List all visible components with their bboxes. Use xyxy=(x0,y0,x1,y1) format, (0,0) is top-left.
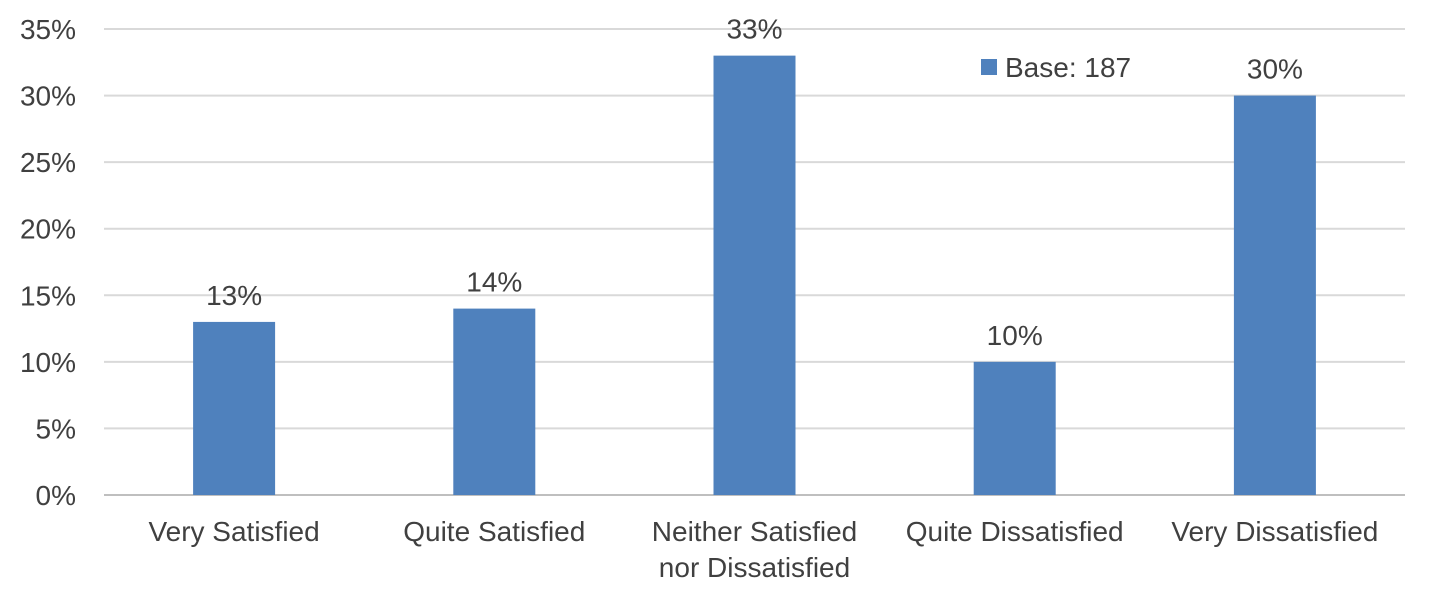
y-tick-label: 10% xyxy=(20,347,76,378)
x-tick-label: Quite Dissatisfied xyxy=(906,516,1124,547)
data-label: 14% xyxy=(466,267,522,298)
y-tick-label: 15% xyxy=(20,280,76,311)
data-label: 30% xyxy=(1247,54,1303,85)
x-tick-label: Very Dissatisfied xyxy=(1171,516,1378,547)
data-label: 13% xyxy=(206,280,262,311)
data-label: 33% xyxy=(726,14,782,45)
y-tick-label: 0% xyxy=(36,480,76,511)
x-axis-labels: Very Satisfied Quite Satisfied Neither Sat… xyxy=(148,516,1378,583)
bar xyxy=(973,361,1056,495)
y-tick-label: 25% xyxy=(20,147,76,178)
bar xyxy=(193,321,276,495)
x-tick-label: Neither Satisfied nor Dissatisfied xyxy=(652,516,857,583)
bar xyxy=(713,55,796,495)
bars xyxy=(193,55,1316,496)
y-axis-ticks: 0% 5% 10% 15% 20% 25% 30% 35% xyxy=(20,14,76,511)
y-tick-label: 5% xyxy=(36,413,76,444)
legend-swatch xyxy=(981,59,997,75)
legend-label: Base: 187 xyxy=(1005,52,1131,83)
bar xyxy=(453,308,536,495)
y-tick-label: 20% xyxy=(20,214,76,245)
y-tick-label: 35% xyxy=(20,14,76,45)
data-label: 10% xyxy=(987,320,1043,351)
legend: Base: 187 xyxy=(981,52,1131,83)
y-tick-label: 30% xyxy=(20,81,76,112)
bar xyxy=(1233,95,1316,496)
x-tick-label: Quite Satisfied xyxy=(403,516,585,547)
data-labels: 13% 14% 33% 10% 30% xyxy=(206,14,1303,351)
x-tick-label: Very Satisfied xyxy=(148,516,319,547)
